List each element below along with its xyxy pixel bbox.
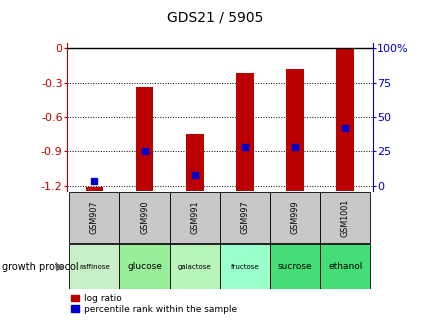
FancyBboxPatch shape bbox=[169, 244, 219, 289]
FancyBboxPatch shape bbox=[119, 192, 169, 243]
Text: sucrose: sucrose bbox=[277, 262, 312, 271]
Text: growth protocol: growth protocol bbox=[2, 262, 79, 271]
Bar bbox=[286, 69, 303, 191]
Bar bbox=[185, 134, 203, 191]
Text: GSM991: GSM991 bbox=[190, 201, 199, 234]
Text: ▶: ▶ bbox=[56, 262, 64, 271]
FancyBboxPatch shape bbox=[269, 192, 319, 243]
Legend: log ratio, percentile rank within the sample: log ratio, percentile rank within the sa… bbox=[71, 294, 236, 314]
FancyBboxPatch shape bbox=[69, 244, 119, 289]
FancyBboxPatch shape bbox=[219, 244, 269, 289]
FancyBboxPatch shape bbox=[269, 244, 319, 289]
Bar bbox=[236, 73, 253, 191]
FancyBboxPatch shape bbox=[219, 192, 269, 243]
Text: GSM1001: GSM1001 bbox=[340, 198, 349, 236]
Text: GSM999: GSM999 bbox=[290, 201, 299, 234]
Text: GSM907: GSM907 bbox=[90, 201, 98, 234]
Bar bbox=[135, 87, 153, 191]
FancyBboxPatch shape bbox=[319, 244, 369, 289]
FancyBboxPatch shape bbox=[169, 192, 219, 243]
Text: glucose: glucose bbox=[127, 262, 162, 271]
Text: fructose: fructose bbox=[230, 264, 258, 269]
FancyBboxPatch shape bbox=[69, 192, 119, 243]
Text: galactose: galactose bbox=[178, 264, 211, 269]
FancyBboxPatch shape bbox=[119, 244, 169, 289]
Text: raffinose: raffinose bbox=[79, 264, 110, 269]
FancyBboxPatch shape bbox=[319, 192, 369, 243]
Bar bbox=[336, 48, 353, 191]
Text: ethanol: ethanol bbox=[327, 262, 362, 271]
Text: GSM997: GSM997 bbox=[240, 201, 249, 234]
Text: GDS21 / 5905: GDS21 / 5905 bbox=[167, 11, 263, 25]
Bar bbox=[86, 187, 103, 191]
Text: GSM990: GSM990 bbox=[140, 201, 149, 234]
